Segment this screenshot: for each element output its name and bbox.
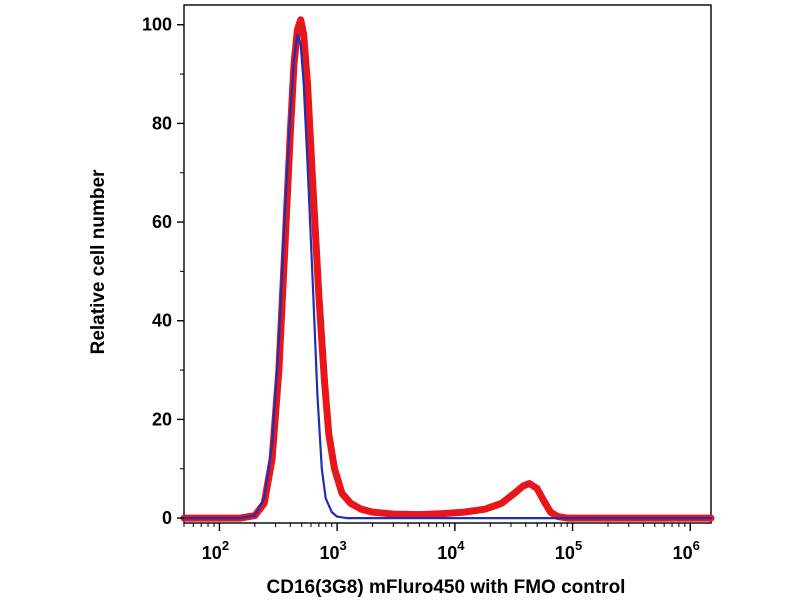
fmo-control-histogram-line: [182, 33, 713, 520]
y-tick-label: 100: [142, 15, 172, 35]
x-tick-label: 106: [673, 538, 700, 563]
y-tick-label: 20: [152, 409, 172, 429]
y-axis: 0 20 40 60 80 100: [142, 15, 184, 528]
series-layer: [180, 16, 715, 522]
y-tick-label: 40: [152, 311, 172, 331]
plot-area: [183, 4, 712, 524]
y-tick-label: 60: [152, 212, 172, 232]
sample-histogram-line: [180, 16, 715, 522]
y-tick-label: 80: [152, 113, 172, 133]
y-tick-label: 0: [162, 508, 172, 528]
x-axis-label: CD16(3G8) mFluro450 with FMO control: [267, 577, 626, 598]
x-tick-label: 105: [555, 538, 582, 563]
x-tick-label: 103: [320, 538, 347, 563]
plot-frame: [183, 4, 712, 524]
x-tick-label: 102: [202, 538, 229, 563]
x-tick-label: 104: [437, 538, 465, 563]
x-axis: 102 103 104 105 106: [183, 523, 700, 563]
y-axis-label: Relative cell number: [88, 169, 109, 354]
